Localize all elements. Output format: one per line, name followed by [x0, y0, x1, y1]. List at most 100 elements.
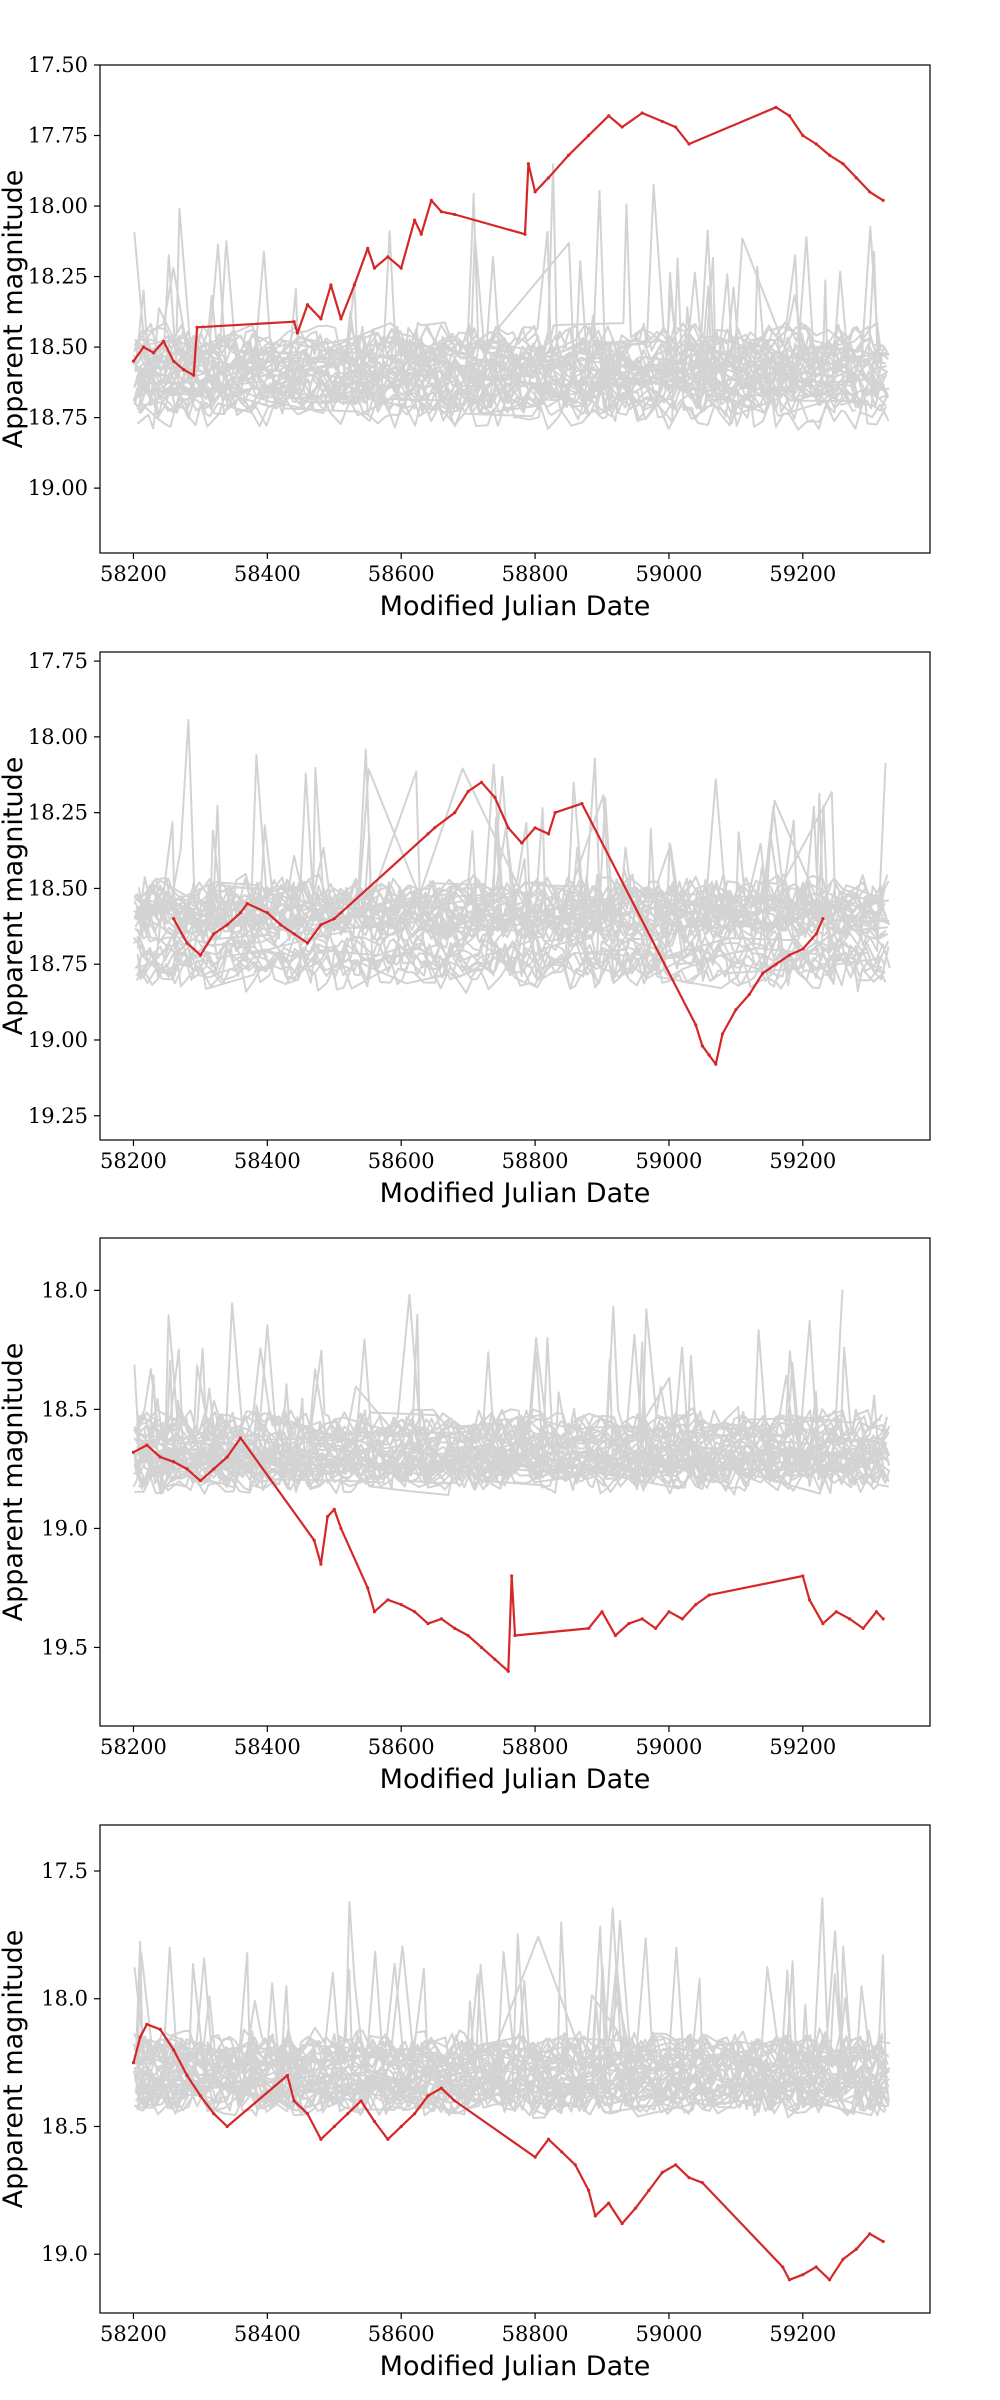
panel-4: 58200 58400 58600 58800 59000 59200 17.5 18.0 18… — [0, 1824, 931, 2382]
data-point — [346, 2112, 350, 2116]
comparison-light-curve — [133, 1302, 890, 1445]
data-point — [720, 1032, 725, 1036]
data-point — [386, 1598, 390, 1602]
data-point — [613, 1633, 618, 1638]
data-point — [533, 826, 537, 830]
data-point — [419, 232, 423, 236]
plot-area — [132, 718, 891, 1066]
data-point — [868, 190, 872, 194]
data-point — [192, 373, 196, 377]
data-point — [607, 2201, 611, 2205]
comparison-light-curve — [138, 1289, 844, 1449]
data-point — [399, 2124, 403, 2129]
data-point — [546, 176, 551, 180]
data-point — [573, 2163, 577, 2167]
x-tick-label: 58800 — [502, 1735, 569, 1759]
data-point — [386, 255, 390, 259]
y-tick-label: 18.0 — [41, 1278, 88, 1302]
y-tick-label: 19.25 — [28, 1104, 88, 1128]
plot-area — [131, 105, 890, 431]
data-point — [881, 198, 885, 202]
data-point — [694, 1602, 698, 1607]
x-tick-label: 58400 — [234, 1149, 301, 1173]
data-point — [821, 1622, 825, 1626]
x-tick-label: 59000 — [636, 2322, 703, 2346]
y-tick-label: 17.75 — [28, 124, 88, 148]
data-point — [339, 1526, 343, 1531]
comparison-light-curve — [134, 772, 890, 915]
y-tick-label: 18.75 — [28, 952, 88, 976]
data-point — [339, 911, 343, 915]
data-point — [399, 266, 403, 270]
comparison-light-curve — [133, 257, 890, 428]
x-tick-label: 58600 — [368, 1735, 435, 1759]
data-point — [633, 2206, 638, 2210]
comparison-light-curve — [137, 325, 856, 421]
comparison-light-curve — [135, 1348, 878, 1443]
data-point — [352, 283, 356, 287]
data-point — [158, 2027, 162, 2031]
y-axis-label: Apparent magnitude — [0, 1343, 29, 1622]
data-point — [161, 339, 166, 344]
comparison-light-curve — [136, 1982, 891, 2090]
y-tick-label: 18.25 — [28, 265, 88, 289]
data-point — [854, 176, 858, 180]
data-point — [172, 917, 176, 921]
data-point — [694, 1023, 698, 1027]
data-point — [339, 317, 343, 321]
data-point — [841, 162, 845, 166]
panel-3: 58200 58400 58600 58800 59000 59200 18.0 18.5 19… — [0, 1237, 931, 1795]
data-point — [707, 1593, 711, 1597]
data-point — [627, 1622, 631, 1626]
data-point — [881, 2239, 885, 2244]
comparison-light-curve — [133, 2061, 886, 2098]
data-point — [553, 811, 557, 815]
x-tick-label: 58200 — [100, 1149, 167, 1173]
x-tick-label: 59200 — [769, 2322, 836, 2346]
data-point — [787, 953, 792, 957]
data-point — [466, 1633, 470, 1638]
data-point — [225, 2124, 229, 2129]
y-axis-label: Apparent magnitude — [0, 170, 29, 449]
data-point — [653, 1626, 658, 1630]
comparison-light-curve — [136, 229, 851, 418]
data-point — [305, 941, 310, 945]
x-tick-label: 58200 — [100, 1735, 167, 1759]
data-point — [145, 2022, 149, 2026]
comparison-light-curve — [136, 913, 886, 950]
data-point — [807, 1598, 812, 1602]
data-point — [600, 1610, 604, 1614]
data-point — [814, 2265, 818, 2269]
data-point — [426, 2094, 430, 2098]
comparison-light-curve — [135, 254, 886, 366]
data-point — [814, 142, 818, 146]
data-point — [510, 1574, 514, 1578]
y-tick-label: 18.5 — [41, 1397, 88, 1421]
data-point — [439, 1617, 443, 1621]
data-point — [700, 2181, 705, 2185]
data-point — [687, 2175, 691, 2180]
panel-1: 58200 58400 58600 58800 59000 59200 17.50 17.75… — [0, 53, 931, 622]
data-point — [185, 941, 189, 945]
plot-area — [131, 1897, 891, 2282]
x-tick-label: 58800 — [502, 562, 569, 586]
data-point — [566, 153, 571, 157]
axes-frame — [99, 1237, 931, 1727]
data-point — [238, 911, 243, 915]
comparison-light-curve — [135, 942, 890, 981]
data-point — [747, 992, 751, 997]
x-tick-label: 59200 — [769, 562, 836, 586]
y-tick-label: 19.00 — [28, 476, 88, 500]
data-point — [131, 2061, 136, 2065]
data-point — [145, 1443, 149, 1447]
data-point — [319, 923, 323, 927]
x-axis-label: Modified Julian Date — [380, 1178, 651, 1209]
y-tick-label: 17.5 — [41, 1859, 88, 1883]
comparison-light-curve — [137, 819, 833, 920]
data-point — [195, 325, 199, 329]
data-point — [359, 2099, 363, 2103]
data-point — [506, 826, 510, 830]
data-point — [593, 2214, 597, 2218]
data-point — [479, 780, 484, 784]
data-point — [620, 125, 624, 129]
